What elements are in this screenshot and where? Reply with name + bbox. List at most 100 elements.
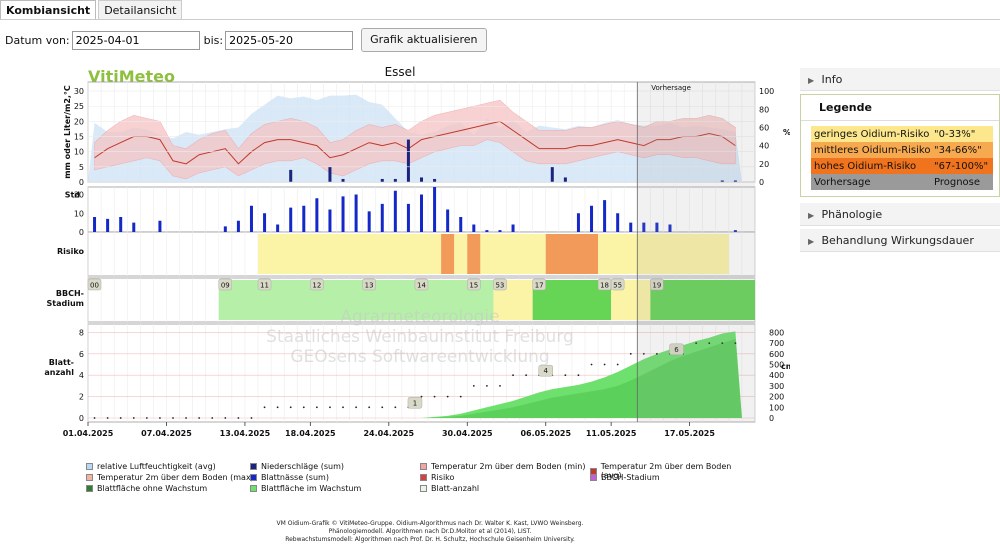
date-to-input[interactable] xyxy=(225,30,354,50)
leafwetness-ylabel: Std xyxy=(65,191,81,200)
bbch-stage-label: 09 xyxy=(221,282,230,290)
y-tick-label-right: 800 xyxy=(769,328,784,337)
leafwetness-bar xyxy=(302,205,306,232)
leaf-count-point xyxy=(708,342,711,345)
y-tick-label-right: 400 xyxy=(769,371,784,380)
risk-segment xyxy=(598,234,729,274)
leaf-count-point xyxy=(472,385,475,387)
y-tick-label: 8 xyxy=(79,328,84,337)
sidebar-treatment[interactable]: ▶ Behandlung Wirkungsdauer xyxy=(800,229,1000,252)
precip-bar xyxy=(380,178,384,182)
y-tick-label: 2 xyxy=(79,393,84,402)
y-tick-label: 20 xyxy=(74,191,84,200)
legend-label: Niederschläge (sum) xyxy=(261,462,344,471)
legend-swatch xyxy=(590,474,597,481)
leaf-count-point xyxy=(342,406,344,409)
legend-row-label: Vorhersage xyxy=(814,176,871,188)
leaf-marker xyxy=(669,343,684,356)
view-tabs: Kombiansicht Detailansicht xyxy=(0,0,184,20)
legend-label: Temperatur 2m über dem Boden (avg) xyxy=(600,462,732,480)
bbch-stage-label: 15 xyxy=(469,282,478,290)
risk-segment xyxy=(441,234,455,274)
legend-item[interactable]: Blattfläche ohne Wachstum xyxy=(86,484,207,493)
oidium-chart: VitiMeteo Essel051015202530020406080100mm… xyxy=(44,65,790,438)
precip-bar xyxy=(393,178,397,182)
bbch-ylabel: BBCH- xyxy=(56,289,84,298)
leaf-count-point xyxy=(564,374,567,377)
precip-bar xyxy=(289,169,293,182)
legend-item[interactable]: relative Luftfeuchtigkeit (avg) xyxy=(86,462,216,471)
weather-ylabel: mm oder Liter/m2,°C xyxy=(63,85,72,179)
legend-label: Temperatur 2m über dem Boden (min) xyxy=(431,462,586,471)
x-tick-label: 01.04.2025 xyxy=(63,429,114,438)
watermark-line: Agrarmeteorologie xyxy=(340,307,499,327)
legend-label: Blattfläche im Wachstum xyxy=(261,484,362,493)
legend-label: Blattfläche ohne Wachstum xyxy=(97,484,208,493)
y-tick-label-right: 0 xyxy=(769,414,774,423)
precip-bar xyxy=(406,139,410,182)
sidebar: ▶ Info Legende geringes Oidium-Risiko "0-… xyxy=(800,68,1000,252)
legend-panel: Legende geringes Oidium-Risiko "0-33%" mit… xyxy=(800,94,1000,197)
leafwetness-bar xyxy=(603,200,607,232)
leafwetness-bar xyxy=(119,217,123,232)
bbch-stage-label: 17 xyxy=(535,282,544,290)
forecast-label: Vorhersage xyxy=(651,84,691,92)
leaf-count-point xyxy=(263,406,266,409)
legend-swatch xyxy=(420,474,427,481)
legend-label: Blattnässe (sum) xyxy=(261,473,329,482)
bbch-stage-marker xyxy=(414,278,429,291)
leafwetness-bar xyxy=(341,196,345,232)
chart-title: Essel xyxy=(385,65,416,79)
precip-bar xyxy=(328,166,332,182)
bbch-stage-marker xyxy=(650,278,664,291)
leaf-count-point xyxy=(459,395,462,398)
update-chart-button[interactable]: Grafik aktualisieren xyxy=(361,28,487,52)
legend-row-label: hohes Oidium-Risiko xyxy=(814,160,917,172)
leaf-count-point xyxy=(106,417,109,419)
leaf-count-point xyxy=(355,406,358,409)
tab-kombiansicht[interactable]: Kombiansicht xyxy=(0,0,97,20)
leaf-count-point xyxy=(329,406,331,409)
sidebar-phenology[interactable]: ▶ Phänologie xyxy=(800,203,1000,226)
legend-row-label: mittleres Oidium-Risiko xyxy=(814,144,931,156)
bbch-stage-marker xyxy=(218,278,233,291)
leafwetness-bar xyxy=(276,224,280,232)
leafwetness-bar xyxy=(158,220,162,232)
bbch-stage-marker xyxy=(467,278,481,291)
legend-item[interactable]: Blattnässe (sum) xyxy=(250,473,329,482)
legend-item[interactable]: Risiko xyxy=(420,473,454,482)
risk-segment xyxy=(467,234,481,274)
y-tick-label: 5 xyxy=(79,163,84,172)
leafwetness-bar xyxy=(642,222,646,232)
legend-item[interactable]: Niederschläge (sum) xyxy=(250,462,344,471)
legend-item[interactable]: Blatt-anzahl xyxy=(420,484,479,493)
leaf-marker-label: 6 xyxy=(674,346,679,354)
bbch-stage-label: 18 xyxy=(600,282,609,290)
date-from-label: Datum von: xyxy=(5,33,70,47)
bbch-stage-label: 11 xyxy=(260,282,269,290)
legend-item[interactable]: Temperatur 2m über dem Boden (max) xyxy=(86,473,254,482)
bbch-stage-label: 12 xyxy=(312,282,321,290)
risk-segment xyxy=(480,234,546,274)
bbch-segment xyxy=(650,280,755,320)
legend-label: Risiko xyxy=(431,473,455,482)
x-tick-label: 30.04.2025 xyxy=(442,429,493,438)
sidebar-info[interactable]: ▶ Info xyxy=(800,68,1000,91)
y-tick-label: 10 xyxy=(74,148,84,157)
leaf-area-no-growth xyxy=(88,338,742,418)
legend-item[interactable]: Temperatur 2m über dem Boden (min) xyxy=(420,462,585,471)
bbch-stage-label: 14 xyxy=(417,282,426,290)
bbch-stage-label: 55 xyxy=(613,282,622,290)
legend-row-value: "0-33%" xyxy=(934,128,976,140)
credits-line-2: Phänologiemodell. Algorithmen nach Dr.D.… xyxy=(328,528,532,535)
legend-panel-title[interactable]: Legende xyxy=(801,95,999,121)
leafwetness-bar xyxy=(93,217,97,232)
legend-item[interactable]: BBCH-Stadium xyxy=(590,473,660,482)
precip-bar xyxy=(720,180,724,182)
legend-item[interactable]: Blattfläche im Wachstum xyxy=(250,484,361,493)
date-to-label: bis: xyxy=(203,33,224,47)
tab-detailansicht[interactable]: Detailansicht xyxy=(98,0,183,20)
date-from-input[interactable] xyxy=(71,30,200,50)
temperature-band xyxy=(94,99,736,180)
bbch-stage-marker xyxy=(610,278,625,291)
